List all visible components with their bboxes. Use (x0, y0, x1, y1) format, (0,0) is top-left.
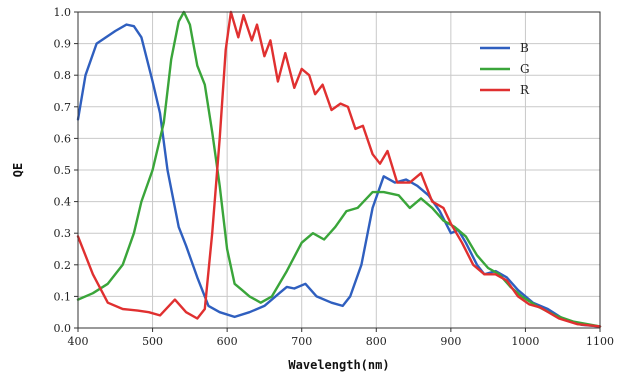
y-tick-label: 1.0 (54, 6, 72, 19)
legend-label-B: B (520, 41, 529, 55)
y-tick-label: 0.9 (54, 38, 72, 51)
x-tick-label: 600 (217, 335, 238, 348)
series-line-G (76, 10, 602, 328)
x-tick-label: 500 (142, 335, 163, 348)
y-tick-label: 0.2 (54, 259, 72, 272)
y-axis-label: QE (11, 163, 25, 177)
y-axis-ticks: 0.0 0.1 0.2 0.3 0.4 0.5 0.6 0.7 0.8 0.9 1.0 (54, 6, 78, 335)
x-tick-label: 400 (68, 335, 89, 348)
x-axis-label: Wavelength(nm) (288, 358, 389, 372)
y-tick-label: 0.8 (54, 69, 72, 82)
x-tick-label: 1100 (586, 335, 614, 348)
x-axis-ticks: 400 500 600 700 800 900 1000 1100 (68, 328, 614, 348)
y-tick-label: 0.3 (54, 227, 72, 240)
y-tick-label: 0.1 (54, 290, 72, 303)
y-tick-label: 0.5 (54, 164, 72, 177)
y-tick-label: 0.6 (54, 132, 72, 145)
y-tick-label: 0.4 (54, 196, 72, 209)
grid (77, 11, 601, 329)
legend-label-R: R (520, 83, 530, 97)
x-tick-label: 900 (440, 335, 461, 348)
y-tick-label: 0.0 (54, 322, 72, 335)
x-tick-label: 700 (291, 335, 312, 348)
series-lines (76, 10, 602, 328)
legend: BGR (480, 41, 530, 97)
x-tick-label: 800 (366, 335, 387, 348)
x-tick-label: 1000 (511, 335, 539, 348)
legend-label-G: G (520, 62, 530, 76)
y-tick-label: 0.7 (54, 101, 72, 114)
series-line-R (76, 10, 602, 328)
